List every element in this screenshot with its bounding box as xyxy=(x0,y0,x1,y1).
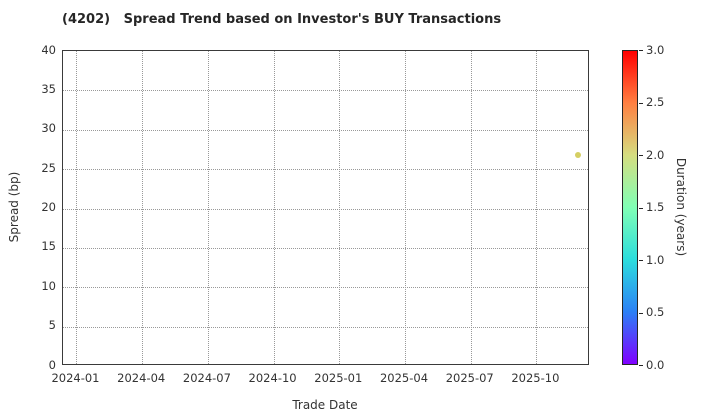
x-tick-label: 2024-10 xyxy=(248,371,297,385)
colorbar xyxy=(622,50,638,365)
y-tick-label: 30 xyxy=(41,121,56,136)
y-tick-label: 15 xyxy=(41,239,56,254)
vertical-gridline xyxy=(405,51,407,364)
colorbar-tickmark xyxy=(639,207,643,209)
colorbar-tickmark xyxy=(639,102,643,104)
colorbar-tick-label: 3.0 xyxy=(646,42,665,57)
vertical-gridline xyxy=(142,51,144,364)
x-tick-label: 2024-01 xyxy=(51,371,100,385)
y-axis-label: Spread (bp) xyxy=(7,171,21,243)
colorbar-tick-label: 1.0 xyxy=(646,252,665,267)
y-tick-label: 0 xyxy=(48,357,56,372)
colorbar-tick-label: 2.5 xyxy=(646,95,665,109)
vertical-gridline xyxy=(273,51,275,364)
chart-title: (4202) Spread Trend based on Investor's … xyxy=(62,12,502,27)
colorbar-tickmark xyxy=(639,312,643,314)
colorbar-tick-label: 0.5 xyxy=(646,305,665,319)
y-tick-label: 20 xyxy=(41,200,56,214)
vertical-gridline xyxy=(207,51,209,364)
colorbar-tickmark xyxy=(639,50,643,51)
plot-area xyxy=(62,50,589,365)
scatter-point xyxy=(575,151,582,158)
horizontal-gridline xyxy=(63,247,588,249)
colorbar-tick-label: 2.0 xyxy=(646,147,665,162)
y-tick-label: 5 xyxy=(48,318,56,333)
vertical-gridline xyxy=(536,51,538,364)
y-tick-label: 40 xyxy=(41,42,56,57)
x-tick-label: 2025-04 xyxy=(379,371,429,385)
x-tick-label: 2024-04 xyxy=(117,371,166,385)
x-tick-label: 2025-07 xyxy=(445,371,494,385)
horizontal-gridline xyxy=(63,90,588,92)
x-axis-label: Trade Date xyxy=(292,398,358,412)
colorbar-tickmark xyxy=(639,365,643,366)
vertical-gridline xyxy=(339,51,341,364)
vertical-gridline xyxy=(76,51,78,364)
horizontal-gridline xyxy=(63,129,588,131)
colorbar-tick-label: 1.5 xyxy=(646,200,665,214)
horizontal-gridline xyxy=(63,208,588,210)
y-tick-label: 25 xyxy=(41,160,56,175)
horizontal-gridline xyxy=(63,326,588,328)
x-tick-label: 2025-01 xyxy=(314,371,363,385)
x-tick-label: 2025-10 xyxy=(511,371,560,385)
horizontal-gridline xyxy=(63,287,588,289)
vertical-gridline xyxy=(470,51,472,364)
y-tick-label: 35 xyxy=(41,81,56,96)
horizontal-gridline xyxy=(63,169,588,171)
x-tick-label: 2024-07 xyxy=(182,371,231,385)
colorbar-tick-label: 0.0 xyxy=(646,357,665,372)
y-tick-label: 10 xyxy=(41,278,56,293)
colorbar-tickmark xyxy=(639,260,643,261)
colorbar-tickmark xyxy=(639,155,643,156)
